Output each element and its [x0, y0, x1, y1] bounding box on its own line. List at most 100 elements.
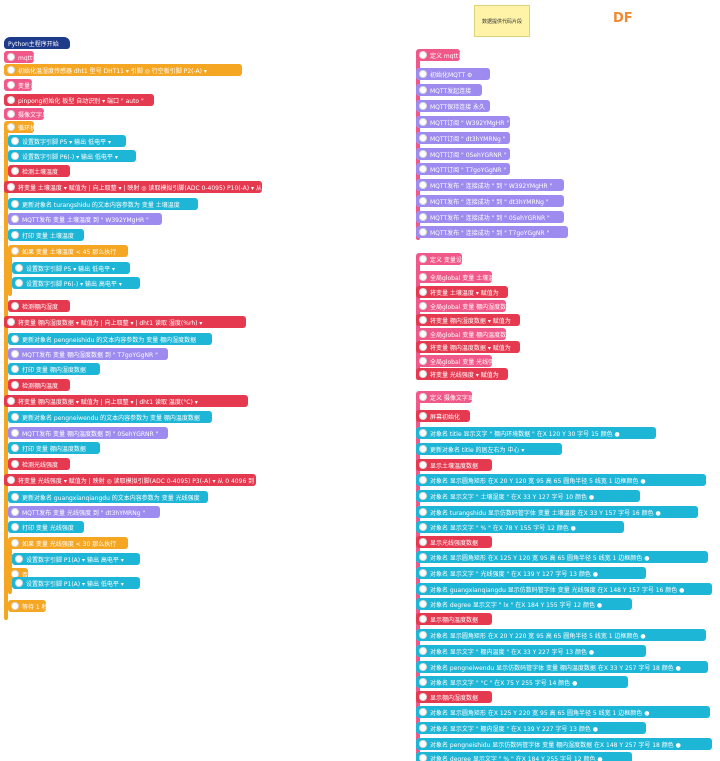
mqtt-block-0[interactable]: 定义 mqtt设置	[416, 49, 460, 61]
mqtt-block-9[interactable]: MQTT发布 " 连接成功 " 到 " dt3hYMRNg "	[416, 195, 564, 207]
left-block-28[interactable]: 将变量 光线强度 ▾ 赋值为 | 映射 ◎ 读取模拟引脚(ADC 0-4095)…	[4, 474, 256, 486]
mqtt-block-3[interactable]: MQTT保持连接 永久	[416, 100, 490, 112]
left-block-36[interactable]: 等待 1 秒	[8, 600, 46, 612]
disp-block-8[interactable]: 对象名 显示文字 " % " 在X 78 Y 155 字号 12 颜色 ●	[416, 521, 624, 533]
mqtt-block-2[interactable]: MQTT发起连接	[416, 84, 482, 96]
disp-block-15[interactable]: 对象名 显示圆角矩形 在X 20 Y 220 宽 95 高 65 圆角半径 5 …	[416, 629, 706, 641]
vars-block-5[interactable]: 全局global 变量 棚内温度数据	[416, 328, 506, 340]
disp-block-13[interactable]: 对象名 degree 显示文字 " lx " 在X 184 Y 155 字号 1…	[416, 598, 632, 610]
disp-block-9[interactable]: 显示光线强度数据	[416, 536, 492, 548]
block-label: MQTT发布 变量 光线强度 到 " dt3hYMRNg "	[22, 509, 146, 517]
block-label: MQTT发布 变量 棚内温度数据 到 " 0SehYGRNR "	[22, 430, 159, 438]
block-icon	[11, 302, 19, 310]
mqtt-block-10[interactable]: MQTT发布 " 连接成功 " 到 " 0SehYGRNR "	[416, 211, 564, 223]
disp-block-14[interactable]: 显示棚内温度数据	[416, 613, 492, 625]
vars-block-7[interactable]: 全局global 变量 光线强度	[416, 355, 492, 367]
mqtt-block-6[interactable]: MQTT订阅 " 0SehYGRNR "	[416, 148, 510, 160]
left-block-29[interactable]: 更新对象名 guangxianqiangdu 的文本内容参数为 变量 光线强度	[8, 491, 208, 503]
disp-block-7[interactable]: 对象名 turangshidu 显示仿数码管字体 变量 土壤温度 在X 33 Y…	[416, 506, 698, 518]
left-block-27[interactable]: 检测光线强度	[8, 458, 70, 470]
disp-block-12[interactable]: 对象名 guangxianqiangdu 显示仿数码管字体 变量 光线强度 在X…	[416, 583, 712, 595]
mqtt-block-8[interactable]: MQTT发布 " 连接成功 " 到 " W392YMgHR "	[416, 179, 564, 191]
block-label: 屏幕初始化	[430, 413, 461, 421]
mqtt-block-4[interactable]: MQTT订阅 " W392YMgHR "	[416, 116, 510, 128]
block-label: MQTT订阅 " 0SehYGRNR "	[430, 151, 507, 159]
disp-block-3[interactable]: 更新对象名 title 的居左右为 中心 ▾	[416, 443, 562, 455]
left-block-10[interactable]: 将变量 土壤温度 ▾ 赋值为 | 向上取整 ▾ | 映射 ◎ 读取模拟引脚(AD…	[4, 181, 262, 193]
left-block-3[interactable]: 变量设置	[4, 79, 32, 91]
vars-block-1[interactable]: 全局global 变量 土壤温度	[416, 271, 492, 283]
left-block-5[interactable]: 摄像文字显示	[4, 108, 44, 120]
left-block-0[interactable]: Python主程序开始	[4, 37, 70, 49]
block-icon	[419, 288, 427, 296]
mqtt-block-7[interactable]: MQTT订阅 " T7goYGgNR "	[416, 163, 510, 175]
left-block-20[interactable]: MQTT发布 变量 棚内湿度数据 到 " T7goYGgNR "	[8, 348, 168, 360]
disp-block-5[interactable]: 对象名 显示圆角矩形 在X 20 Y 120 宽 95 高 65 圆角半径 5 …	[416, 474, 706, 486]
disp-block-18[interactable]: 对象名 显示文字 " °C " 在X 75 Y 255 字号 14 颜色 ●	[416, 676, 628, 688]
block-label: 打印 变量 棚内温度数据	[22, 445, 86, 453]
block-label: 打印 变量 光线强度	[22, 524, 74, 532]
block-label: pinpong初始化 板型 自动识别 ▾ 端口 " auto "	[18, 97, 144, 105]
disp-block-21[interactable]: 对象名 显示文字 " 棚内湿度 " 在X 139 Y 227 字号 13 颜色 …	[416, 722, 646, 734]
left-block-11[interactable]: 更新对象名 turangshidu 的文本内容参数为 变量 土壤温度	[8, 198, 198, 210]
vars-block-2[interactable]: 将变量 土壤温度 ▾ 赋值为	[416, 286, 508, 298]
disp-block-6[interactable]: 对象名 显示文字 " 土壤湿度 " 在X 33 Y 127 字号 10 颜色 ●	[416, 490, 640, 502]
disp-block-2[interactable]: 对象名 title 显示文字 " 棚内环境数据 " 在X 120 Y 30 字号…	[416, 427, 656, 439]
left-block-21[interactable]: 打印 变量 棚内湿度数据	[8, 363, 100, 375]
block-label: 更新对象名 turangshidu 的文本内容参数为 变量 土壤温度	[22, 201, 180, 209]
left-block-26[interactable]: 打印 变量 棚内温度数据	[8, 442, 100, 454]
left-block-6[interactable]: 循环执行	[4, 121, 34, 133]
left-block-13[interactable]: 打印 变量 土壤温度	[8, 229, 84, 241]
left-block-32[interactable]: 如果 变量 光线强度 < 30 那么执行	[8, 537, 128, 549]
comment-note[interactable]: 数据提供代码片段	[474, 5, 530, 37]
left-block-16[interactable]: 设置数字引脚 P6(-) ▾ 输出 高电平 ▾	[12, 277, 140, 289]
left-block-17[interactable]: 检测棚内湿度	[8, 300, 70, 312]
vars-block-6[interactable]: 将变量 棚内温度数据 ▾ 赋值为	[416, 341, 520, 353]
vars-block-3[interactable]: 全局global 变量 棚内湿度数据	[416, 300, 506, 312]
left-block-33[interactable]: 设置数字引脚 P1(A) ▾ 输出 高电平 ▾	[12, 553, 140, 565]
left-block-31[interactable]: 打印 变量 光线强度	[8, 521, 84, 533]
left-block-35[interactable]: 设置数字引脚 P1(A) ▾ 输出 低电平 ▾	[12, 577, 140, 589]
disp-block-22[interactable]: 对象名 pengneishidu 显示仿数码管字体 变量 棚内湿度数据 在X 1…	[416, 738, 712, 750]
left-block-4[interactable]: pinpong初始化 板型 自动识别 ▾ 端口 " auto "	[4, 94, 154, 106]
vars-block-0[interactable]: 定义 变量设置	[416, 253, 462, 265]
block-icon	[419, 476, 427, 484]
mqtt-block-1[interactable]: 初始化MQTT ⚙	[416, 68, 490, 80]
left-block-24[interactable]: 更新对象名 pengneiwendu 的文本内容参数为 变量 棚内温度数据	[8, 411, 212, 423]
left-block-12[interactable]: MQTT发布 变量 土壤温度 到 " W392YMgHR "	[8, 213, 162, 225]
vars-block-4[interactable]: 将变量 棚内湿度数据 ▾ 赋值为	[416, 314, 520, 326]
left-block-1[interactable]: mqtt设置	[4, 51, 34, 63]
block-icon	[11, 152, 19, 160]
left-block-9[interactable]: 检测土壤温度	[8, 165, 70, 177]
disp-block-1[interactable]: 屏幕初始化	[416, 410, 470, 422]
disp-def-bar	[416, 400, 420, 761]
left-block-25[interactable]: MQTT发布 变量 棚内温度数据 到 " 0SehYGRNR "	[8, 427, 168, 439]
block-label: 对象名 显示圆角矩形 在X 20 Y 220 宽 95 高 65 圆角半径 5 …	[430, 632, 646, 640]
block-label: 如果 变量 土壤温度 < 45 那么执行	[22, 248, 117, 256]
disp-block-23[interactable]: 对象名 degree 显示文字 " % " 在X 184 Y 255 字号 12…	[416, 752, 632, 761]
disp-block-10[interactable]: 对象名 显示圆角矩形 在X 125 Y 120 宽 95 高 65 圆角半径 5…	[416, 551, 708, 563]
left-block-30[interactable]: MQTT发布 变量 光线强度 到 " dt3hYMRNg "	[8, 506, 160, 518]
disp-block-17[interactable]: 对象名 pengneiwendu 显示仿数码管字体 变量 棚内温度数据 在X 3…	[416, 661, 708, 673]
disp-block-20[interactable]: 对象名 显示圆角矩形 在X 125 Y 220 宽 95 高 65 圆角半径 5…	[416, 706, 710, 718]
left-block-7[interactable]: 设置数字引脚 P5 ▾ 输出 低电平 ▾	[8, 135, 126, 147]
disp-block-19[interactable]: 显示棚内湿度数据	[416, 691, 492, 703]
left-block-15[interactable]: 设置数字引脚 P5 ▾ 输出 低电平 ▾	[12, 262, 130, 274]
disp-block-11[interactable]: 对象名 显示文字 " 光线强度 " 在X 139 Y 127 字号 13 颜色 …	[416, 567, 646, 579]
vars-block-8[interactable]: 将变量 光线强度 ▾ 赋值为	[416, 368, 508, 380]
mqtt-block-5[interactable]: MQTT订阅 " dt3hYMRNg "	[416, 132, 510, 144]
left-block-8[interactable]: 设置数字引脚 P6(-) ▾ 输出 低电平 ▾	[8, 150, 136, 162]
mqtt-block-11[interactable]: MQTT发布 " 连接成功 " 到 " T7goYGgNR "	[416, 226, 568, 238]
disp-block-16[interactable]: 对象名 显示文字 " 棚内温度 " 在X 33 Y 227 字号 13 颜色 ●	[416, 645, 646, 657]
disp-block-0[interactable]: 定义 摄像文字显示	[416, 391, 472, 403]
block-label: 设置数字引脚 P1(A) ▾ 输出 低电平 ▾	[26, 580, 124, 588]
left-block-19[interactable]: 更新对象名 pengneishidu 的文本内容参数为 变量 棚内湿度数据	[8, 333, 212, 345]
left-block-22[interactable]: 检测棚内温度	[8, 379, 70, 391]
block-icon	[7, 53, 15, 61]
left-block-18[interactable]: 将变量 棚内湿度数据 ▾ 赋值为 | 向上取整 ▾ | dht1 读取 湿度(%…	[4, 316, 246, 328]
left-block-23[interactable]: 将变量 棚内温度数据 ▾ 赋值为 | 向上取整 ▾ | dht1 读取 温度(°…	[4, 395, 248, 407]
disp-block-4[interactable]: 显示土壤温度数据	[416, 459, 492, 471]
left-block-14[interactable]: 如果 变量 土壤温度 < 45 那么执行	[8, 245, 128, 257]
left-block-2[interactable]: 初始化温湿度传感器 dht1 型号 DHT11 ▾ 引脚 ◎ 行空板引脚 P2(…	[4, 64, 242, 76]
